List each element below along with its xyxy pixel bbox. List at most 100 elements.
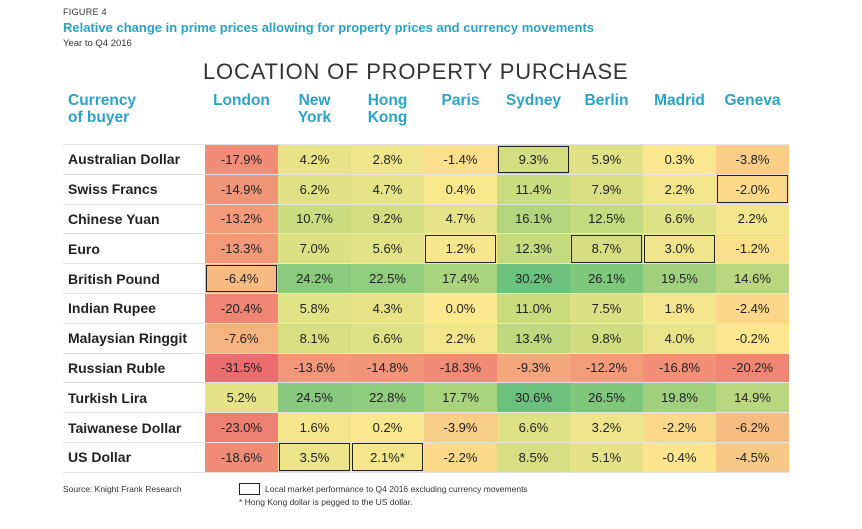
value-cell: 6.6% (643, 204, 716, 235)
value-cell: 5.2% (205, 382, 278, 414)
column-header-line: York (297, 109, 332, 126)
value-cell: -13.2% (205, 204, 278, 235)
value-cell: -6.4% (205, 263, 278, 294)
value-cell: 6.6% (497, 412, 570, 443)
row-header-line: Currency (68, 92, 137, 109)
value-cell: 0.2% (351, 412, 424, 443)
value-cell: 4.0% (643, 323, 716, 354)
row-label: Chinese Yuan (63, 204, 205, 235)
column-header: Hong Kong (351, 92, 424, 126)
column-header-row: Currency of buyer London New York Hong Kong P… (0, 92, 862, 138)
source-note: Source: Knight Frank Research (63, 484, 182, 494)
value-cell: 1.6% (278, 412, 351, 443)
row-label: Russian Ruble (63, 353, 205, 384)
value-cell: 7.5% (570, 293, 643, 324)
value-cell: -16.8% (643, 353, 716, 384)
column-header-line: London (213, 92, 270, 109)
value-cell: -2.4% (716, 293, 789, 324)
value-cell: 3.0% (643, 233, 716, 265)
value-cell: -23.0% (205, 412, 278, 443)
column-header: Berlin (570, 92, 643, 109)
value-cell: -0.4% (643, 442, 716, 473)
value-cell: 14.9% (716, 382, 789, 414)
value-cell: 5.6% (351, 233, 424, 265)
column-header-line: Hong (367, 92, 408, 109)
value-cell: 19.5% (643, 263, 716, 294)
value-cell: -6.2% (716, 412, 789, 443)
value-cell: 11.0% (497, 293, 570, 324)
column-header: Madrid (643, 92, 716, 109)
figure-subtitle: Year to Q4 2016 (63, 38, 132, 49)
value-cell: 2.2% (424, 323, 497, 354)
row-label: Malaysian Ringgit (63, 323, 205, 354)
value-cell: -2.0% (716, 174, 789, 205)
value-cell: 5.8% (278, 293, 351, 324)
value-cell: 3.5% (278, 442, 351, 473)
value-cell: 1.8% (643, 293, 716, 324)
value-cell: 13.4% (497, 323, 570, 354)
row-header: Currency of buyer (68, 92, 136, 126)
column-header-line: Sydney (505, 92, 562, 109)
value-cell: 1.2% (424, 233, 497, 265)
row-label: Turkish Lira (63, 382, 205, 414)
value-cell: -31.5% (205, 353, 278, 384)
column-header-line: New (298, 92, 331, 109)
value-cell: 4.7% (424, 204, 497, 235)
value-cell: 22.8% (351, 382, 424, 414)
column-header-line: Berlin (584, 92, 629, 109)
value-cell: 2.1%* (351, 442, 424, 473)
value-cell: 0.4% (424, 174, 497, 205)
value-cell: -18.6% (205, 442, 278, 473)
value-cell: 9.2% (351, 204, 424, 235)
value-cell: -7.6% (205, 323, 278, 354)
value-cell: 4.3% (351, 293, 424, 324)
column-header-line: Paris (441, 92, 480, 109)
value-cell: 3.2% (570, 412, 643, 443)
table-row: Australian Dollar -17.9% 4.2% 2.8% -1.4% 9.3%… (63, 144, 789, 175)
value-cell: 16.1% (497, 204, 570, 235)
row-header-line: of buyer (68, 109, 130, 126)
table-row: Taiwanese Dollar -23.0% 1.6% 0.2% -3.9% 6.6% 3… (63, 412, 789, 443)
table-row: Euro -13.3% 7.0% 5.6% 1.2% 12.3% 8.7% 3.0% -1.2% (63, 233, 789, 265)
column-header: London (205, 92, 278, 109)
table-row: Turkish Lira 5.2% 24.5% 22.8% 17.7% 30.6% 26.5… (63, 382, 789, 414)
table-row: Russian Ruble -31.5% -13.6% -14.8% -18.3% -9.… (63, 353, 789, 384)
value-cell: 30.6% (497, 382, 570, 414)
value-cell: 2.2% (716, 204, 789, 235)
value-cell: 26.5% (570, 382, 643, 414)
value-cell: 19.8% (643, 382, 716, 414)
value-cell: 0.0% (424, 293, 497, 324)
row-label: US Dollar (63, 442, 205, 473)
value-cell: 5.9% (570, 144, 643, 175)
row-label: Swiss Francs (63, 174, 205, 205)
value-cell: 22.5% (351, 263, 424, 294)
row-label: Taiwanese Dollar (63, 412, 205, 443)
column-header-line: Kong (367, 109, 408, 126)
value-cell: 24.2% (278, 263, 351, 294)
value-cell: -1.2% (716, 233, 789, 265)
value-cell: 12.3% (497, 233, 570, 265)
value-cell: -17.9% (205, 144, 278, 175)
column-header: Sydney (497, 92, 570, 109)
value-cell: -20.2% (716, 353, 789, 384)
value-cell: 14.6% (716, 263, 789, 294)
value-cell: 2.8% (351, 144, 424, 175)
row-label: British Pound (63, 263, 205, 294)
column-header: Paris (424, 92, 497, 109)
highlight-legend-text: Local market performance to Q4 2016 excl… (265, 484, 528, 494)
row-label: Euro (63, 233, 205, 265)
column-header-line: Geneva (724, 92, 781, 109)
value-cell: 6.2% (278, 174, 351, 205)
value-cell: 12.5% (570, 204, 643, 235)
value-cell: -2.2% (424, 442, 497, 473)
value-cell: 30.2% (497, 263, 570, 294)
footnote: * Hong Kong dollar is pegged to the US d… (239, 497, 413, 507)
table-row: Swiss Francs -14.9% 6.2% 4.7% 0.4% 11.4% 7.9% 2… (63, 174, 789, 205)
value-cell: 26.1% (570, 263, 643, 294)
value-cell: 7.9% (570, 174, 643, 205)
table-row: Indian Rupee -20.4% 5.8% 4.3% 0.0% 11.0% 7.5% 1… (63, 293, 789, 324)
value-cell: -18.3% (424, 353, 497, 384)
chart-title: LOCATION OF PROPERTY PURCHASE (203, 59, 629, 84)
value-cell: 6.6% (351, 323, 424, 354)
value-cell: -12.2% (570, 353, 643, 384)
